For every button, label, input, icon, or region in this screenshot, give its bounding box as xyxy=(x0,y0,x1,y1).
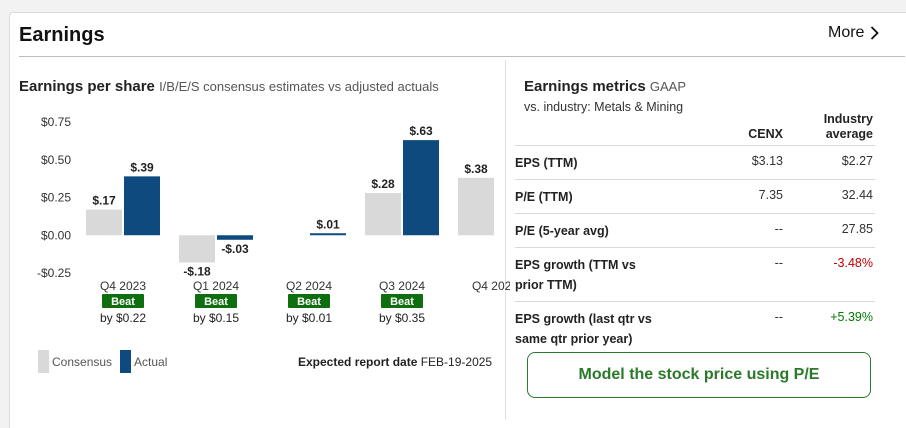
metrics-row: EPS growth (last qtr vs same qtr prior ye… xyxy=(515,301,875,355)
chevron-right-icon xyxy=(871,26,880,40)
x-tick-label: Q2 2024 xyxy=(286,279,332,293)
bar-value-label: -$.03 xyxy=(221,242,249,256)
metrics-row: EPS growth (TTM vs prior TTM) -- -3.48% xyxy=(515,247,875,302)
metrics-table: CENX Industry average EPS (TTM) $3.13 $2.2… xyxy=(515,110,875,355)
y-tick-label: $0.75 xyxy=(41,115,71,129)
metric-label-line2: same qtr prior year) xyxy=(515,332,633,346)
more-link-label: More xyxy=(828,24,865,41)
y-tick-label: $0.50 xyxy=(41,153,71,167)
metric-company-value: -- xyxy=(685,247,785,302)
model-stock-price-button[interactable]: Model the stock price using P/E xyxy=(527,352,871,398)
metric-label-line1: EPS growth (last qtr vs xyxy=(515,312,652,326)
legend-consensus-swatch xyxy=(38,350,49,373)
section-divider xyxy=(505,60,506,420)
metric-label-line1: EPS (TTM) xyxy=(515,156,578,170)
bar-value-label: -$.18 xyxy=(183,264,211,278)
col-industry: Industry average xyxy=(785,110,875,146)
beat-amount-label: by $0.35 xyxy=(379,311,425,325)
eps-section-title: Earnings per share I/B/E/S consensus est… xyxy=(19,78,439,95)
metric-company-value: 7.35 xyxy=(685,179,785,214)
metrics-basis: GAAP xyxy=(649,79,687,94)
col-company: CENX xyxy=(748,127,783,141)
industry-prefix: vs. industry: xyxy=(524,100,591,114)
card-title: Earnings xyxy=(19,24,105,46)
chart-legend: Consensus Actual xyxy=(38,350,167,373)
bar-value-label: $.17 xyxy=(92,194,116,208)
header-divider xyxy=(19,56,905,57)
col-industry-line1: Industry xyxy=(823,112,873,126)
metric-label-line1: EPS growth (TTM vs xyxy=(515,258,636,272)
metric-industry-value: 32.44 xyxy=(785,179,875,214)
y-tick-label: -$0.25 xyxy=(37,266,71,280)
metrics-title: Earnings metrics xyxy=(524,78,646,95)
bar-value-label: $.38 xyxy=(464,162,488,176)
actual-bar xyxy=(403,140,439,236)
y-tick-label: $0.25 xyxy=(41,191,71,205)
metric-label-line2: prior TTM) xyxy=(515,278,577,292)
beat-amount-label: by $0.15 xyxy=(193,311,239,325)
consensus-bar xyxy=(179,235,215,263)
actual-bar xyxy=(217,235,253,240)
beat-badge xyxy=(102,294,144,308)
bar-value-label: $.63 xyxy=(409,124,433,138)
legend-actual-swatch xyxy=(120,350,132,373)
metric-industry-value: -3.48% xyxy=(785,247,875,302)
metric-label: EPS (TTM) xyxy=(515,145,685,180)
consensus-bar xyxy=(458,177,494,236)
beat-amount-label: by $0.22 xyxy=(100,311,146,325)
beat-amount-label: by $0.01 xyxy=(286,311,332,325)
beat-badge-label: Beat xyxy=(297,296,321,308)
metric-label: P/E (TTM) xyxy=(515,179,685,214)
bar-value-label: $.01 xyxy=(316,217,340,231)
beat-badge-label: Beat xyxy=(390,296,414,308)
metric-company-value: $3.13 xyxy=(685,145,785,180)
beat-badge-label: Beat xyxy=(111,296,135,308)
metric-company-value: -- xyxy=(685,213,785,248)
x-tick-label: Q3 2024 xyxy=(379,279,425,293)
more-link[interactable]: More xyxy=(828,24,880,42)
col-industry-line2: average xyxy=(825,127,873,141)
metric-label-line1: P/E (TTM) xyxy=(515,190,573,204)
metrics-header-row: CENX Industry average xyxy=(515,110,875,146)
industry-name: Metals & Mining xyxy=(594,100,684,114)
actual-bar xyxy=(310,233,346,236)
beat-badge xyxy=(381,294,423,308)
x-tick-label: Q4 2024 xyxy=(472,279,510,293)
legend-consensus-label: Consensus xyxy=(52,354,113,369)
expected-date: FEB-19-2025 xyxy=(420,355,493,369)
beat-badge xyxy=(288,294,330,308)
beat-badge xyxy=(195,294,237,308)
metric-industry-value: +5.39% xyxy=(785,301,875,355)
bar-value-label: $.39 xyxy=(130,160,154,174)
metrics-row: P/E (TTM) 7.35 32.44 xyxy=(515,179,875,214)
x-tick-label: Q4 2023 xyxy=(100,279,146,293)
beat-badge-label: Beat xyxy=(204,296,228,308)
metric-label: EPS growth (TTM vs prior TTM) xyxy=(515,247,685,302)
metric-label-line1: P/E (5-year avg) xyxy=(515,224,609,238)
eps-title: Earnings per share xyxy=(19,78,155,95)
metric-label: EPS growth (last qtr vs same qtr prior ye… xyxy=(515,301,685,355)
consensus-bar xyxy=(86,209,122,236)
eps-bar-chart: $0.75 $0.50 $0.25 $0.00 -$0.25 $.17 $.39 Q4 202… xyxy=(37,115,510,325)
consensus-bar xyxy=(365,192,401,236)
metric-company-value: -- xyxy=(685,301,785,355)
x-tick-label: Q1 2024 xyxy=(193,279,239,293)
legend-actual-label: Actual xyxy=(134,354,168,369)
expected-report-date: Expected report date FEB-19-2025 xyxy=(298,355,492,369)
metric-industry-value: 27.85 xyxy=(785,213,875,248)
expected-label: Expected report date xyxy=(298,355,418,369)
industry-line: vs. industry: Metals & Mining xyxy=(524,100,683,114)
metrics-section-title: Earnings metrics GAAP xyxy=(524,78,686,95)
metric-industry-value: $2.27 xyxy=(785,145,875,180)
metrics-row: P/E (5-year avg) -- 27.85 xyxy=(515,213,875,248)
y-tick-label: $0.00 xyxy=(41,228,71,242)
actual-bar xyxy=(124,176,160,236)
eps-subtitle: I/B/E/S consensus estimates vs adjusted … xyxy=(159,79,439,94)
metrics-row: EPS (TTM) $3.13 $2.27 xyxy=(515,145,875,180)
bar-value-label: $.28 xyxy=(371,177,395,191)
metric-label: P/E (5-year avg) xyxy=(515,213,685,248)
